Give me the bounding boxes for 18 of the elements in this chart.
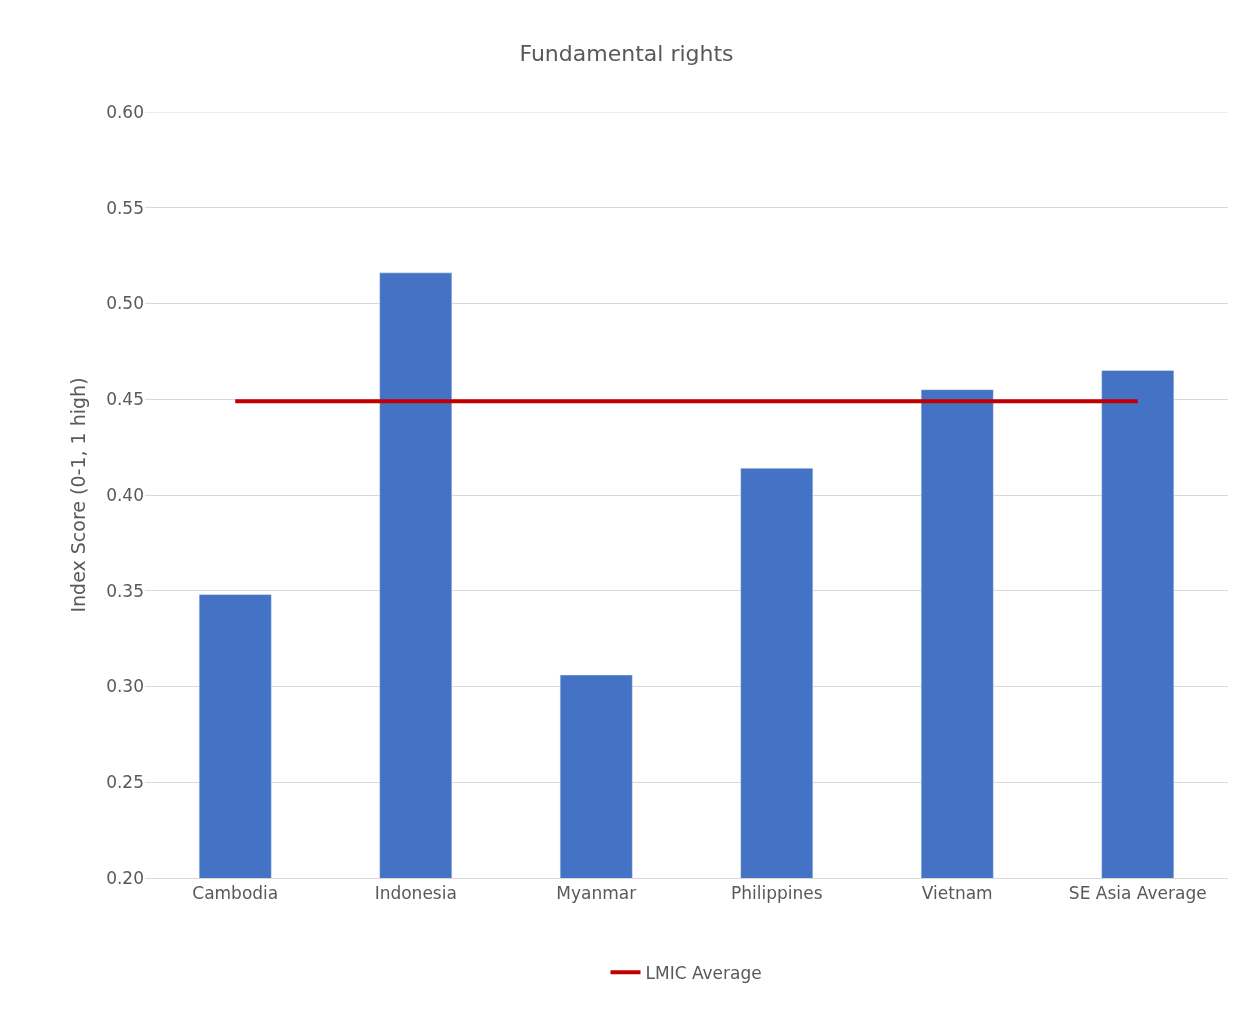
x-tick-label: Myanmar — [556, 883, 637, 904]
y-tick-label: 0.55 — [106, 197, 144, 218]
x-tick-label: Vietnam — [921, 883, 993, 904]
x-tick-label: Indonesia — [374, 883, 457, 904]
x-tick-label: Cambodia — [192, 883, 279, 904]
y-axis-title: Index Score (0-1, 1 high) — [66, 377, 89, 613]
x-tick-label: SE Asia Average — [1068, 883, 1207, 904]
x-tick-label: Philippines — [730, 883, 823, 904]
chart-title: Fundamental rights — [519, 40, 734, 66]
y-tick-label: 0.40 — [106, 484, 144, 505]
y-tick-label: 0.35 — [106, 580, 144, 601]
y-tick-label: 0.20 — [106, 867, 144, 888]
legend-label: LMIC Average — [645, 962, 762, 983]
y-tick-label: 0.30 — [106, 676, 144, 697]
y-tick-label: 0.25 — [106, 772, 144, 793]
y-tick-label: 0.45 — [106, 389, 144, 410]
y-tick-label: 0.50 — [106, 293, 144, 314]
y-tick-label: 0.60 — [106, 101, 144, 122]
